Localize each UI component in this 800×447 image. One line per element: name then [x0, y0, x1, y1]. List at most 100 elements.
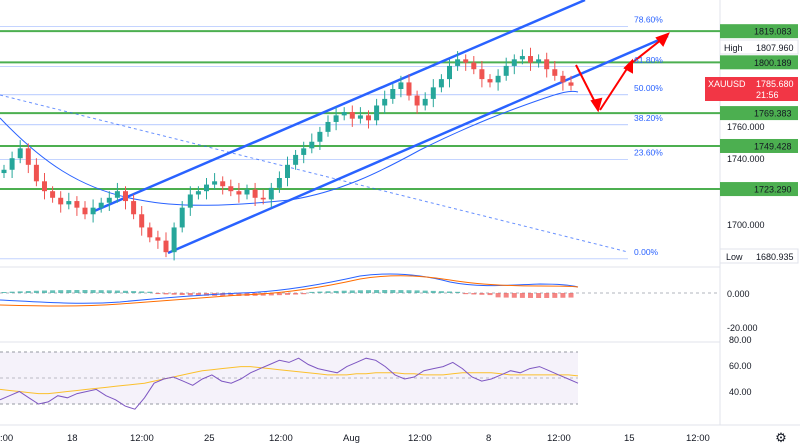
macd-bar: [293, 293, 299, 295]
level-value: 1749.428: [754, 141, 792, 151]
macd-bar: [179, 293, 185, 296]
candle-body: [341, 112, 347, 116]
rsi-tick: 40.00: [729, 387, 752, 397]
forecast-arrow-up: [599, 63, 631, 111]
macd-bar: [487, 293, 493, 296]
candle-body: [471, 62, 477, 70]
macd-bar: [33, 290, 39, 293]
candle-body: [42, 181, 47, 192]
candle-body: [293, 154, 299, 165]
current-price: 1785.680: [756, 79, 794, 89]
candle-body: [171, 227, 177, 253]
macd-bar: [228, 293, 234, 296]
candle-body: [487, 79, 493, 83]
macd-bar: [220, 293, 226, 296]
macd-bar: [25, 291, 31, 293]
macd-bar: [82, 290, 88, 293]
macd-histogram: [1, 290, 574, 298]
candle-body: [82, 207, 88, 215]
candle-body: [74, 201, 80, 208]
macd-bar: [422, 290, 428, 293]
candle-body: [503, 65, 509, 76]
candle-body: [333, 115, 339, 122]
rsi-tick: 60.00: [729, 361, 752, 371]
macd-bar: [114, 290, 120, 293]
macd-bar: [285, 293, 290, 295]
level-badge: [720, 138, 798, 153]
candle-body: [366, 115, 371, 121]
macd-bar: [544, 293, 550, 298]
low-value: 1680.935: [756, 252, 794, 262]
candle-body: [382, 98, 388, 106]
candle-body: [511, 59, 517, 66]
candle-body: [519, 56, 525, 60]
macd-bar: [74, 290, 80, 293]
level-value: 1819.083: [754, 27, 792, 37]
candle-body: [25, 148, 31, 165]
gear-icon[interactable]: ⚙: [775, 430, 787, 445]
arrow-head: [623, 58, 633, 74]
time-label: 8: [486, 433, 491, 444]
fib-label: 38.20%: [634, 113, 663, 123]
current-price-badge: XAUUSD 1785.680 21:56: [705, 77, 798, 101]
macd-bar: [163, 293, 169, 295]
macd-pane: 0.000 -20.000: [0, 273, 758, 333]
candle-body: [325, 121, 331, 132]
price-channel: [91, 0, 669, 255]
forecast-arrows: [575, 32, 670, 113]
time-label: :00: [0, 433, 13, 444]
fib-label: 23.60%: [634, 147, 663, 157]
moving-average-line: [0, 90, 579, 206]
fib-label: 50.00%: [634, 83, 663, 93]
macd-bar: [147, 291, 153, 293]
candle-body: [390, 89, 396, 99]
candle-body: [398, 82, 404, 89]
time-label: 18: [67, 433, 78, 444]
high-value: 1807.960: [756, 43, 794, 53]
level-badge: [720, 182, 798, 197]
macd-bar: [455, 291, 461, 293]
candlesticks: [1, 47, 574, 261]
macd-bar: [414, 290, 420, 293]
candle-body: [276, 178, 282, 188]
time-label: 12:00: [130, 433, 154, 444]
candle-body: [58, 197, 64, 205]
candle-body: [422, 98, 428, 106]
macd-bar: [349, 290, 355, 293]
macd-bar: [98, 290, 104, 293]
macd-bar: [438, 291, 444, 293]
price-tick: 1760.000: [727, 122, 765, 132]
macd-bar: [171, 293, 177, 295]
macd-bar: [187, 293, 193, 296]
dashed-trendline: [0, 94, 629, 253]
macd-bar: [390, 290, 396, 293]
candle-body: [50, 191, 56, 198]
macd-bar: [309, 291, 315, 293]
candle-body: [406, 82, 412, 96]
macd-line: [0, 273, 579, 304]
candle-body: [479, 69, 485, 80]
candle-body: [552, 69, 558, 76]
high-badge: High 1807.960: [719, 39, 799, 55]
macd-bar: [503, 293, 509, 298]
macd-bar: [155, 293, 161, 295]
candle-body: [349, 112, 355, 119]
macd-bar: [123, 290, 128, 293]
time-label: 12:00: [408, 433, 432, 444]
channel-upper-line: [91, 0, 586, 214]
level-value: 1800.189: [754, 58, 792, 68]
rsi-pane: 80.00 60.00 40.00: [0, 335, 752, 410]
candle-body: [98, 202, 104, 208]
macd-bar: [268, 293, 274, 296]
macd-bar: [463, 293, 469, 295]
candle-body: [131, 201, 137, 215]
candle-body: [260, 197, 266, 200]
macd-bar: [366, 290, 371, 293]
time-label: 12:00: [547, 433, 571, 444]
macd-bar: [204, 293, 209, 296]
candle-body: [455, 59, 461, 66]
candle-body: [430, 87, 436, 99]
macd-bar: [479, 293, 485, 295]
candle-body: [139, 214, 145, 228]
